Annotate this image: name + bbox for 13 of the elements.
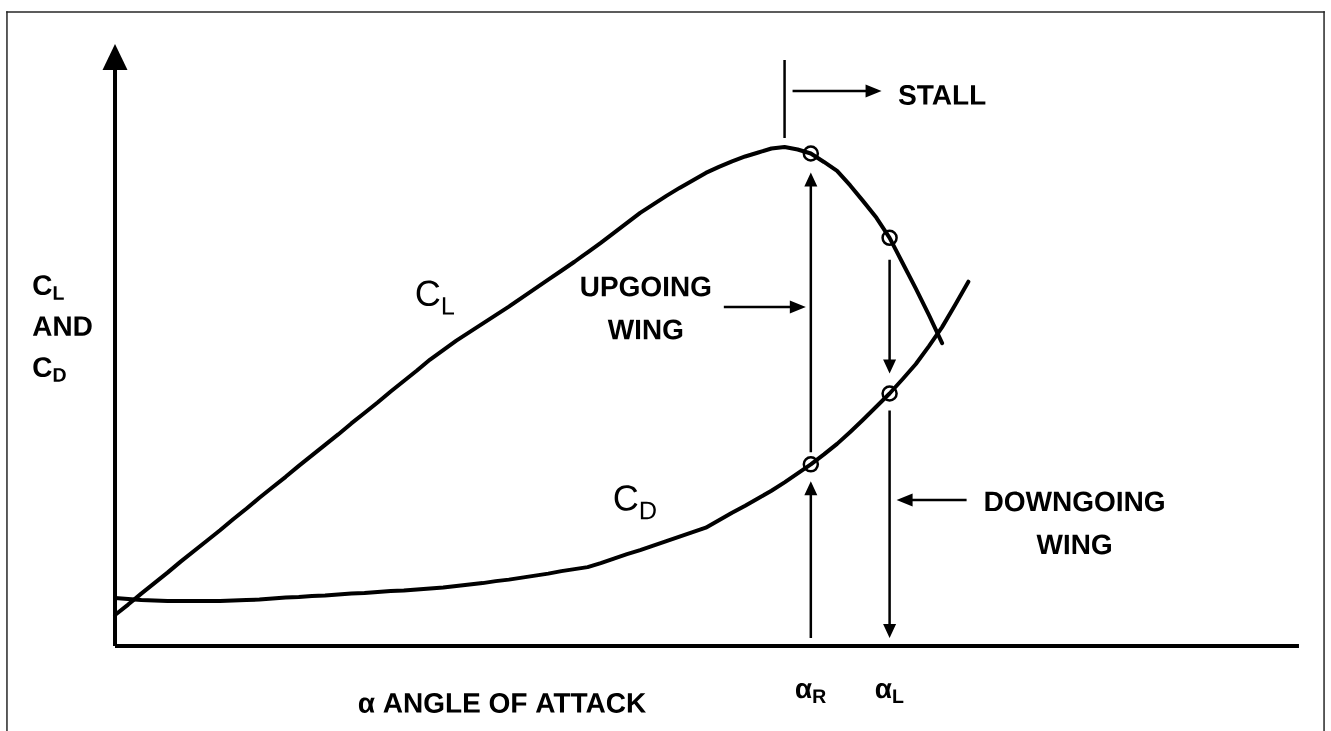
x-tick-label: α$_{R}$ (795, 683, 826, 703)
series-label: C$_{D}$ (614, 485, 656, 520)
point (802, 456, 820, 473)
x-tick-label: α$_{L}$ (875, 683, 904, 703)
annotation: DOWNGOING WING (985, 491, 1164, 555)
series-label: C$_{L}$ (416, 280, 455, 315)
x-axis-title: α ANGLE OF ATTACK (358, 693, 646, 713)
y-axis-title: C$_{L}$ AND C$_{D}$ (32, 275, 92, 382)
point (881, 229, 898, 247)
text: STALL (898, 85, 986, 105)
point (881, 385, 898, 402)
point (802, 145, 820, 162)
annotation: UPGOING WING (581, 276, 711, 340)
